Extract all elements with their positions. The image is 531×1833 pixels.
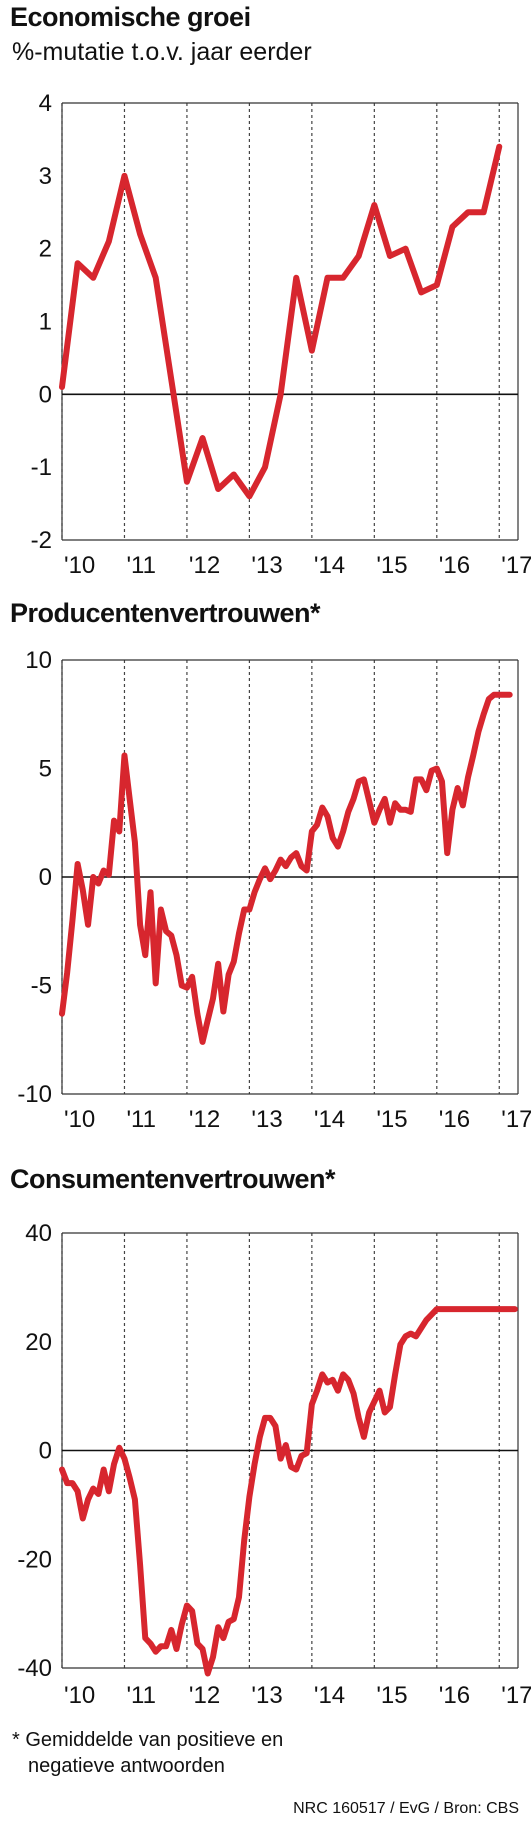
y-tick-label: -2 <box>31 527 52 554</box>
y-tick-label: -40 <box>17 1655 52 1682</box>
x-tick-label: '17 <box>501 1682 531 1709</box>
y-tick-label: -1 <box>31 454 52 481</box>
y-tick-label: 2 <box>39 236 52 263</box>
y-tick-label: 3 <box>39 163 52 190</box>
chart1-title: Economische groei <box>10 2 251 32</box>
consumer-confidence-chart: 40 20 0 -20 -40 '10 '11 '12 '13 '14 '15 '16 '17 <box>17 1220 531 1709</box>
x-tick-label: '16 <box>439 1106 470 1133</box>
y-tick-label: 20 <box>25 1329 52 1356</box>
series-line <box>59 691 513 1045</box>
x-tick-label: '13 <box>251 1682 282 1709</box>
y-tick-label: 40 <box>25 1220 52 1247</box>
y-tick-label: 4 <box>39 90 52 117</box>
y-tick-label: 0 <box>39 1438 52 1465</box>
series-line <box>59 143 503 500</box>
y-tick-label: 1 <box>39 309 52 336</box>
x-tick-label: '16 <box>439 552 470 579</box>
x-tick-label: '12 <box>189 1106 220 1133</box>
x-tick-label: '15 <box>376 1682 407 1709</box>
x-tick-label: '17 <box>501 552 531 579</box>
x-tick-label: '12 <box>189 552 220 579</box>
producer-confidence-chart: 10 5 0 -5 -10 '10 '11 '12 '13 '14 '15 '16 '17 <box>17 647 531 1133</box>
x-tick-label: '10 <box>64 1106 95 1133</box>
x-tick-label: '13 <box>251 1106 282 1133</box>
footnote-line-2: negatieve antwoorden <box>28 1755 225 1777</box>
chart1-subtitle: %-mutatie t.o.v. jaar eerder <box>12 38 312 66</box>
chart2-title: Producentenvertrouwen* <box>10 598 321 628</box>
x-tick-label: '10 <box>64 1682 95 1709</box>
x-tick-label: '11 <box>126 1682 156 1709</box>
x-tick-label: '11 <box>126 552 156 579</box>
footnote-line-1: * Gemiddelde van positieve en <box>12 1729 284 1751</box>
y-tick-label: -5 <box>31 973 52 1000</box>
x-tick-label: '14 <box>314 1682 345 1709</box>
source-credit: NRC 160517 / EvG / Bron: CBS <box>293 1800 519 1817</box>
chart3-title: Consumentenvertrouwen* <box>10 1164 336 1194</box>
footnote: * Gemiddelde van positieve en negatieve … <box>12 1727 283 1779</box>
y-tick-label: -20 <box>17 1546 52 1573</box>
x-tick-label: '17 <box>501 1106 531 1133</box>
y-tick-label: 10 <box>25 647 52 674</box>
y-tick-label: 5 <box>39 756 52 783</box>
x-tick-label: '15 <box>376 1106 407 1133</box>
x-tick-label: '14 <box>314 552 345 579</box>
x-tick-label: '11 <box>126 1106 156 1133</box>
y-tick-label: -10 <box>17 1081 52 1108</box>
x-tick-label: '14 <box>314 1106 345 1133</box>
x-tick-label: '15 <box>376 552 407 579</box>
series-line <box>59 1306 518 1677</box>
x-tick-label: '12 <box>189 1682 220 1709</box>
x-tick-label: '10 <box>64 552 95 579</box>
x-tick-label: '16 <box>439 1682 470 1709</box>
y-tick-label: 0 <box>39 864 52 891</box>
x-tick-label: '13 <box>251 552 282 579</box>
y-tick-label: 0 <box>39 381 52 408</box>
economic-growth-chart: 4 3 2 1 0 -1 -2 '10 '11 '12 '13 '14 '15 '16 '17 <box>31 90 531 579</box>
